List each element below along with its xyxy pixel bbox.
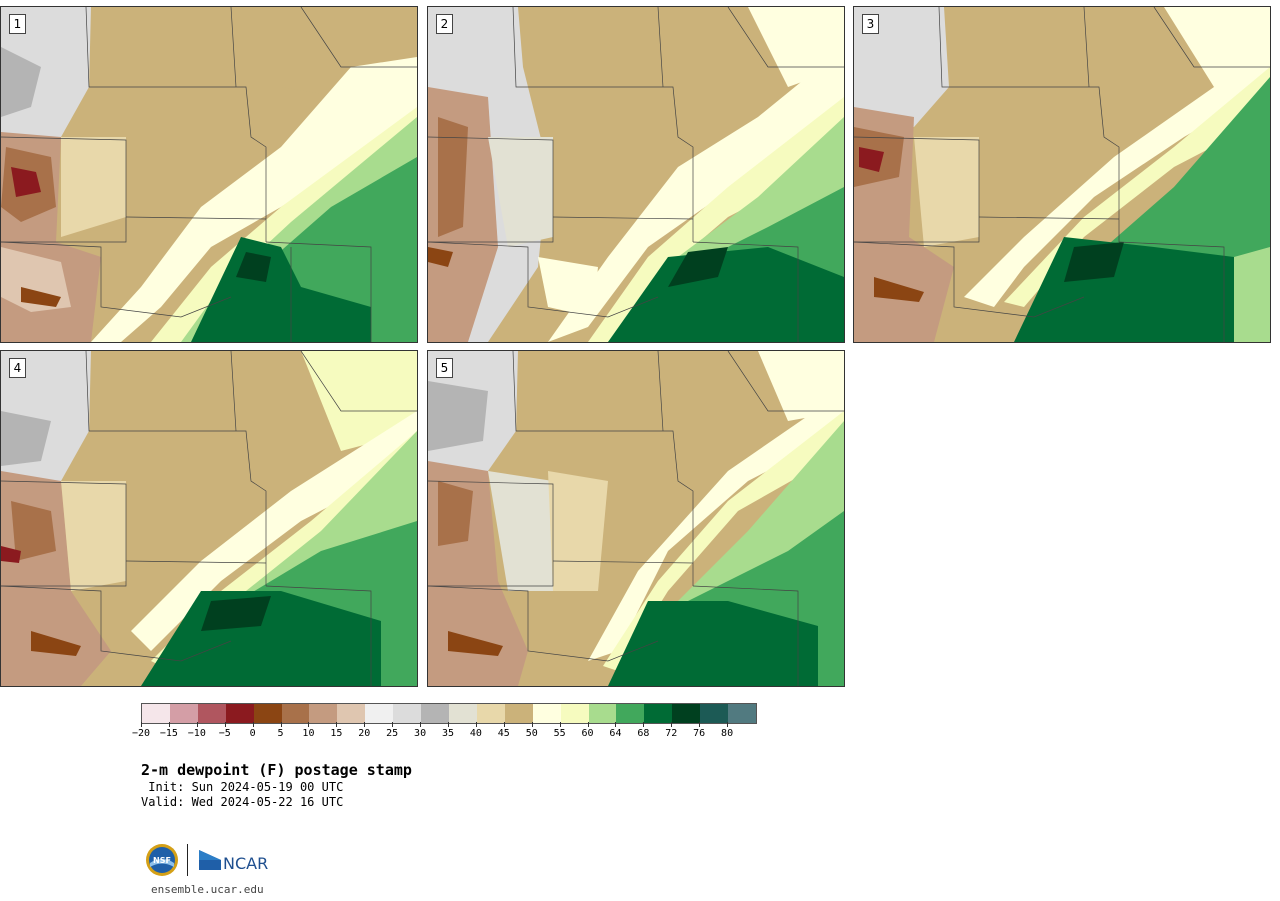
colorbar-tick bbox=[420, 722, 422, 727]
colorbar-tick bbox=[475, 722, 477, 727]
ncar-logo-text: NCAR bbox=[223, 854, 268, 873]
colorbar-tick-label: 55 bbox=[553, 728, 566, 739]
colorbar-tick-label: 5 bbox=[277, 728, 284, 739]
colorbar-tick bbox=[280, 722, 282, 727]
colorbar-tick-label: −10 bbox=[187, 728, 206, 739]
colorbar-tick bbox=[448, 722, 449, 727]
logo-divider bbox=[187, 844, 188, 876]
colorbar-swatch bbox=[588, 704, 617, 723]
colorbar-tick-label: 30 bbox=[414, 728, 427, 739]
product-title: 2-m dewpoint (F) postage stamp bbox=[141, 761, 412, 779]
stamp-panel-1: 1 bbox=[0, 6, 418, 343]
colorbar-swatch bbox=[728, 704, 756, 723]
colorbar-swatch bbox=[421, 704, 449, 723]
colorbar-tick bbox=[671, 722, 673, 727]
colorbar-tick bbox=[196, 722, 198, 727]
stamp-panel-2: 2 bbox=[427, 6, 845, 343]
dewpoint-colorbar bbox=[141, 703, 757, 724]
dewpoint-map-2 bbox=[428, 7, 844, 342]
colorbar-tick-label: 40 bbox=[469, 728, 482, 739]
colorbar-tick bbox=[336, 722, 338, 727]
colorbar-tick bbox=[141, 722, 142, 727]
colorbar-tick-label: −20 bbox=[131, 728, 151, 739]
colorbar-tick bbox=[615, 722, 617, 727]
colorbar-swatch bbox=[532, 704, 561, 723]
colorbar-tick-label: 45 bbox=[497, 728, 510, 739]
colorbar-swatch bbox=[197, 704, 226, 723]
colorbar-tick-label: 76 bbox=[693, 728, 706, 739]
dewpoint-map-1 bbox=[1, 7, 417, 342]
colorbar-tick-label: 10 bbox=[302, 728, 315, 739]
colorbar-swatch bbox=[616, 704, 645, 723]
panel-number: 5 bbox=[436, 358, 453, 378]
colorbar-tick-label: 68 bbox=[637, 728, 650, 739]
colorbar-ticks: −20 −15 −10 −5 0 5 10 15 20 25 30 35 40 45 50 55 60 64 68 7… bbox=[132, 722, 755, 742]
panel-number: 2 bbox=[436, 14, 453, 34]
colorbar-tick-label: −5 bbox=[218, 728, 231, 739]
ncar-logo-icon: NCAR bbox=[199, 850, 268, 873]
colorbar-tick-label: 25 bbox=[386, 728, 399, 739]
colorbar-swatch bbox=[225, 704, 254, 723]
colorbar-tick-label: 50 bbox=[525, 728, 538, 739]
colorbar-swatch bbox=[560, 704, 589, 723]
panel-number: 3 bbox=[862, 14, 879, 34]
nsf-logo-text: NSF bbox=[153, 856, 171, 865]
stamp-panel-4: 4 bbox=[0, 350, 418, 687]
dewpoint-map-5 bbox=[428, 351, 844, 686]
colorbar-tick-label: 72 bbox=[665, 728, 678, 739]
site-url: ensemble.ucar.edu bbox=[151, 883, 264, 896]
colorbar-swatch bbox=[169, 704, 198, 723]
colorbar-tick-label: −15 bbox=[159, 728, 178, 739]
init-time: Init: Sun 2024-05-19 00 UTC bbox=[141, 780, 344, 794]
dewpoint-map-3 bbox=[854, 7, 1270, 342]
colorbar-tick bbox=[224, 722, 226, 727]
colorbar-swatch bbox=[253, 704, 282, 723]
colorbar-swatch bbox=[476, 704, 505, 723]
colorbar-swatch bbox=[504, 704, 533, 723]
valid-time: Valid: Wed 2024-05-22 16 UTC bbox=[141, 795, 344, 809]
colorbar-swatch bbox=[281, 704, 310, 723]
colorbar-tick-label: 15 bbox=[330, 728, 343, 739]
nsf-logo-icon: NSF bbox=[146, 844, 178, 876]
colorbar-tick bbox=[392, 722, 394, 727]
colorbar-tick-label: 0 bbox=[249, 728, 256, 739]
colorbar-swatch bbox=[700, 704, 729, 723]
colorbar-tick bbox=[699, 722, 701, 727]
colorbar-swatch bbox=[309, 704, 338, 723]
colorbar-tick bbox=[531, 722, 533, 727]
colorbar-swatch bbox=[337, 704, 366, 723]
colorbar-tick-label: 35 bbox=[441, 728, 455, 739]
colorbar-tick-label: 60 bbox=[581, 728, 594, 739]
colorbar-tick bbox=[364, 722, 366, 727]
colorbar-tick-label: 20 bbox=[358, 728, 371, 739]
colorbar-tick bbox=[252, 722, 254, 727]
colorbar-tick bbox=[587, 722, 589, 727]
logo-block: NSF NCAR ensemble.ucar.edu bbox=[143, 840, 283, 896]
colorbar-tick bbox=[643, 722, 645, 727]
colorbar-swatch bbox=[142, 704, 170, 723]
colorbar-swatch bbox=[644, 704, 673, 723]
colorbar-swatch bbox=[365, 704, 394, 723]
colorbar-tick bbox=[503, 722, 505, 727]
colorbar-tick-label: 80 bbox=[721, 728, 734, 739]
panel-number: 4 bbox=[9, 358, 26, 378]
colorbar-tick bbox=[308, 722, 310, 727]
panel-number: 1 bbox=[9, 14, 26, 34]
colorbar-tick bbox=[168, 722, 170, 727]
stamp-panel-5: 5 bbox=[427, 350, 845, 687]
colorbar-swatch bbox=[448, 704, 477, 723]
colorbar-tick bbox=[727, 722, 729, 727]
colorbar-swatch bbox=[672, 704, 701, 723]
dewpoint-map-4 bbox=[1, 351, 417, 686]
colorbar-tick bbox=[559, 722, 561, 727]
colorbar-tick-label: 64 bbox=[609, 728, 622, 739]
stamp-panel-3: 3 bbox=[853, 6, 1271, 343]
colorbar-swatch bbox=[393, 704, 422, 723]
